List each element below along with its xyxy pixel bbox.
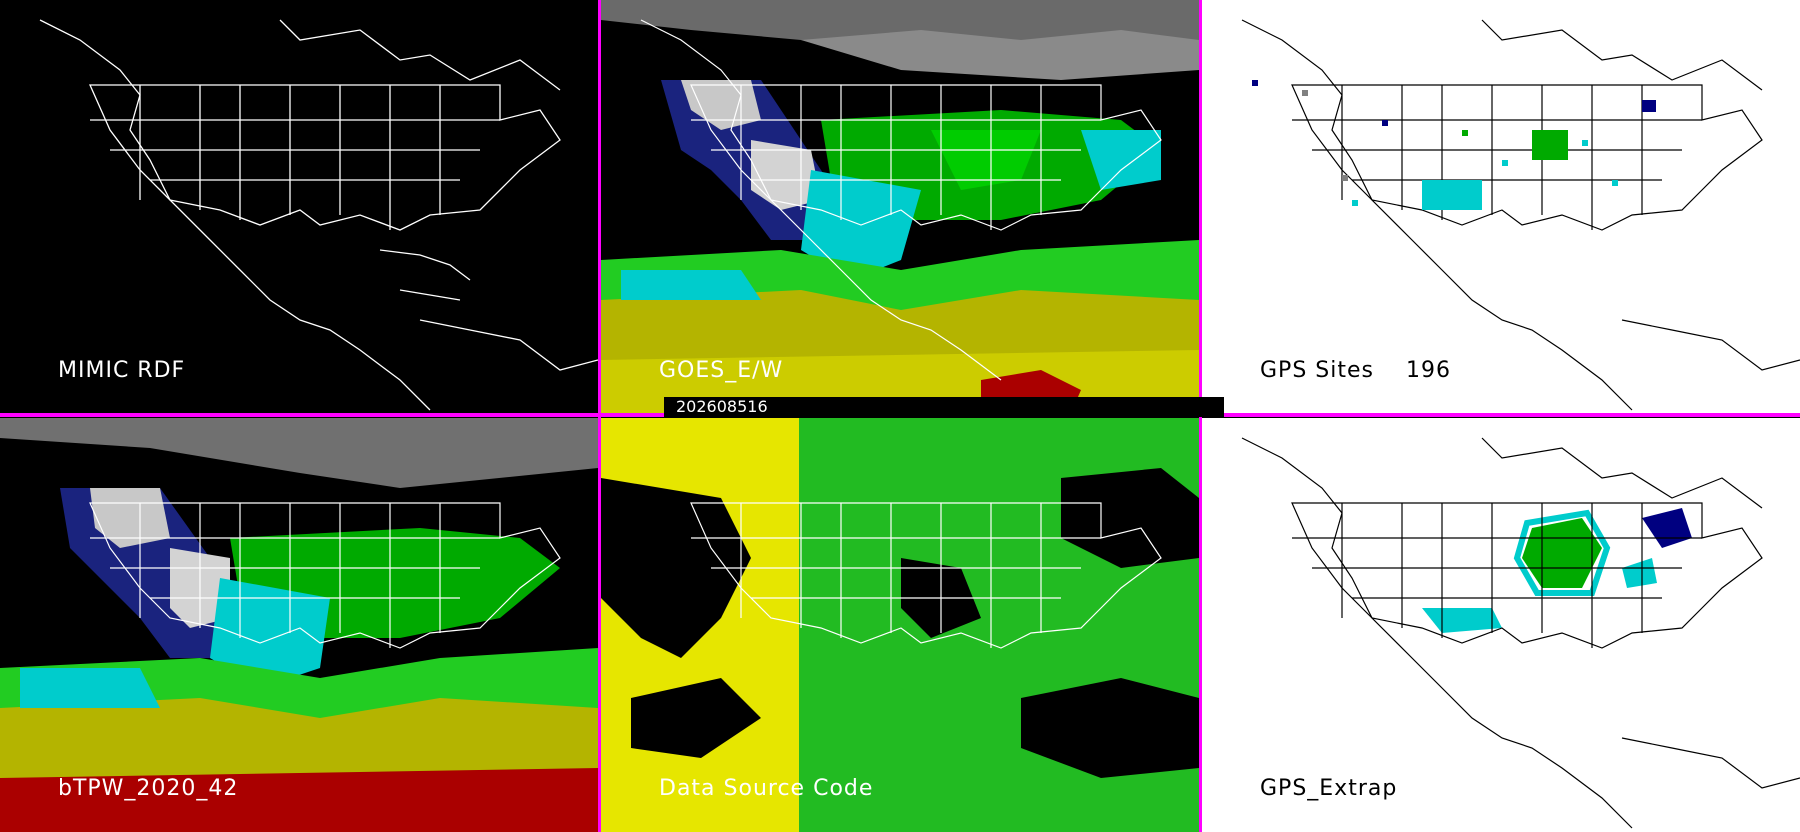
gps-extrap-label: GPS_Extrap xyxy=(1260,776,1398,801)
gps-site-markers xyxy=(1252,80,1656,210)
gps-sites-map xyxy=(1241,19,1800,411)
btpw-label: bTPW_2020_42 xyxy=(58,776,239,801)
panel-goes-ew: GOES_E/W xyxy=(601,0,1199,413)
data-source-code-label: Data Source Code xyxy=(659,776,874,801)
mimic-rdf-basemap xyxy=(39,19,598,411)
btpw-field xyxy=(0,418,598,832)
mimic-rdf-label: MIMIC RDF xyxy=(58,358,186,383)
gps-extrap-map xyxy=(1241,437,1800,829)
goes-ew-field xyxy=(601,0,1199,413)
panel-gps-sites: GPS Sites 196 xyxy=(1202,0,1800,413)
timestamp-bar: 202608516 xyxy=(664,397,1224,417)
panel-btpw: bTPW_2020_42 xyxy=(0,418,598,832)
panel-mimic-rdf: MIMIC RDF xyxy=(0,0,598,413)
goes-ew-label: GOES_E/W xyxy=(659,358,784,383)
data-source-code-field xyxy=(601,418,1199,832)
gps-sites-label: GPS Sites 196 xyxy=(1260,358,1451,383)
panel-gps-extrap: GPS_Extrap xyxy=(1202,418,1800,832)
panel-data-source-code: Data Source Code xyxy=(601,418,1199,832)
